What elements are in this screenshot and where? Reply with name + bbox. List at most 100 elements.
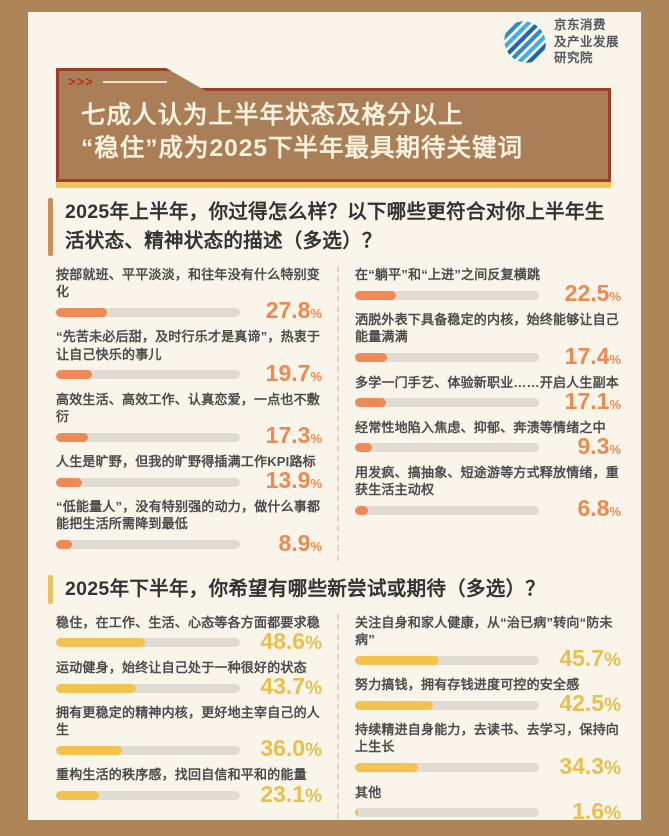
survey-option: 持续精进自身能力，去读书、去学习，保持向上生长 34.3% xyxy=(355,721,621,779)
percent-number: 8.9 xyxy=(278,529,311,556)
survey-option-label: 其他 xyxy=(355,784,382,800)
bar-fill xyxy=(355,443,373,453)
bar-row: 1.6% xyxy=(355,799,621,820)
percent-number: 17.4 xyxy=(564,342,610,369)
percent-sign: % xyxy=(305,632,322,654)
bar-row: 19.7% xyxy=(56,361,322,385)
survey-option: 人生是旷野，但我的旷野得插满工作KPI路标 13.9% xyxy=(56,453,322,492)
percent-sign: % xyxy=(310,306,322,322)
logo-row: 京东消费 及产业发展 研究院 xyxy=(48,18,621,66)
bar-fill xyxy=(355,763,419,773)
bar-row: 36.0% xyxy=(56,737,322,761)
bar-row: 34.3% xyxy=(355,754,621,779)
survey-option-label: 持续精进自身能力，去读书、去学习，保持向上生长 xyxy=(355,722,620,755)
headline-banner-tab: >>> xyxy=(56,68,206,91)
survey-option: 拥有更稳定的精神内核，更好地主宰自己的人生 36.0% xyxy=(56,704,322,761)
bar-track xyxy=(355,398,539,408)
question-accent-bar xyxy=(48,197,53,257)
question-header: 2025年上半年，你过得怎么样？以下哪些更符合对你上半年生活状态、精神状态的描述… xyxy=(48,197,621,257)
bar-column-left: 稳住，在工作、生活、心态等各方面都要求稳 48.6% 运动健身，始终让自己处于一种很… xyxy=(56,614,322,820)
bar-row: 22.5% xyxy=(355,282,621,305)
percent-number: 1.6 xyxy=(572,797,605,820)
survey-section-h2-2025: 2025年下半年，你希望有哪些新尝试或期待（多选）？ 稳住，在工作、生活、心态等… xyxy=(48,574,621,820)
survey-option-label: 用发疯、搞抽象、短途游等方式释放情绪，重获生活主动权 xyxy=(355,464,620,498)
percent-value: 1.6% xyxy=(545,799,621,820)
bar-track xyxy=(355,700,539,710)
percent-value: 17.1% xyxy=(545,389,621,413)
bar-track xyxy=(56,791,240,801)
jd-stripes-logo-icon xyxy=(503,19,546,65)
bar-fill xyxy=(355,398,387,408)
percent-value: 19.7% xyxy=(246,361,322,385)
logo-text-line: 及产业发展 xyxy=(553,34,619,49)
bar-row: 9.3% xyxy=(355,434,621,458)
bar-track xyxy=(56,540,240,550)
percent-number: 34.3 xyxy=(559,752,605,779)
bar-fill xyxy=(56,683,137,693)
jd-research-logo: 京东消费 及产业发展 研究院 xyxy=(503,17,619,67)
percent-number: 43.7 xyxy=(260,673,306,700)
percent-sign: % xyxy=(305,678,322,700)
logo-text-line: 研究院 xyxy=(553,51,593,66)
survey-option: 努力搞钱，拥有存钱进度可控的安全感 42.5% xyxy=(355,676,621,715)
percent-number: 23.1 xyxy=(260,780,306,807)
survey-option-label: 多学一门手艺、体验新职业……开启人生副本 xyxy=(355,374,620,390)
bar-row: 27.8% xyxy=(56,299,322,322)
chevrons-icon: >>> xyxy=(68,73,94,89)
percent-sign: % xyxy=(310,538,322,554)
percent-value: 36.0% xyxy=(246,737,322,761)
survey-option-label: 重构生活的秩序感，找回自信和平和的能量 xyxy=(56,767,307,783)
bar-track xyxy=(355,505,539,515)
survey-option: 稳住，在工作、生活、心态等各方面都要求稳 48.6% xyxy=(56,614,322,654)
bar-fill xyxy=(56,638,146,648)
logo-text: 京东消费 及产业发展 研究院 xyxy=(554,17,619,67)
percent-number: 17.1 xyxy=(564,387,610,414)
survey-option-label: 按部就班、平平淡淡，和往年没有什么特别变化 xyxy=(56,267,321,300)
bar-track xyxy=(355,655,539,665)
percent-number: 9.3 xyxy=(577,432,610,459)
percent-sign: % xyxy=(310,431,322,447)
percent-sign: % xyxy=(609,396,621,412)
percent-number: 48.6 xyxy=(260,627,306,654)
percent-sign: % xyxy=(604,650,621,672)
bar-column-right: 在“躺平”和“上进”之间反复横跳 22.5% 洒脱外表下具备稳定的内核，始终能够让自… xyxy=(337,266,621,561)
bar-row: 45.7% xyxy=(355,647,621,672)
bar-columns: 稳住，在工作、生活、心态等各方面都要求稳 48.6% 运动健身，始终让自己处于一种很… xyxy=(56,613,621,820)
survey-option: 经常性地陷入焦虑、抑郁、奔溃等情绪之中 9.3% xyxy=(355,419,621,458)
percent-value: 8.9% xyxy=(246,531,322,555)
survey-option: “先苦未必后甜，及时行乐才是真谛”，热衷于让自己快乐的事儿 19.7% xyxy=(56,328,322,385)
survey-option: 其他 1.6% xyxy=(355,784,621,820)
percent-sign: % xyxy=(609,289,621,305)
question-text: 2025年下半年，你希望有哪些新尝试或期待（多选）？ xyxy=(65,577,546,600)
survey-option-label: “先苦未必后甜，及时行乐才是真谛”，热衷于让自己快乐的事儿 xyxy=(56,329,321,362)
bar-fill xyxy=(355,353,388,363)
survey-option-label: 高效生活、高效工作、认真恋爱，一点也不敷衍 xyxy=(56,391,321,424)
bar-fill xyxy=(355,700,434,710)
bar-columns: 按部就班、平平淡淡，和往年没有什么特别变化 27.8% “先苦未必后甜，及时行乐才是… xyxy=(56,266,621,561)
percent-value: 27.8% xyxy=(246,299,322,322)
headline-line-2: “稳住”成为2025下半年最具期待关键词 xyxy=(81,134,524,162)
percent-sign: % xyxy=(604,757,621,779)
percent-value: 9.3% xyxy=(545,434,621,458)
bar-row: 43.7% xyxy=(56,675,322,700)
bar-row: 17.3% xyxy=(56,424,322,447)
question-accent-bar xyxy=(48,574,53,604)
percent-sign: % xyxy=(310,368,322,384)
percent-number: 27.8 xyxy=(265,297,311,324)
percent-number: 45.7 xyxy=(559,645,605,672)
percent-value: 17.3% xyxy=(246,424,322,447)
percent-number: 6.8 xyxy=(577,495,610,522)
logo-text-line: 京东消费 xyxy=(553,18,606,33)
survey-option-label: 在“躺平”和“上进”之间反复横跳 xyxy=(355,267,541,283)
survey-option-label: 拥有更稳定的精神内核，更好地主宰自己的人生 xyxy=(56,705,321,738)
bar-fill xyxy=(56,370,93,380)
bar-fill xyxy=(355,808,358,818)
headline-line-1: 七成人认为上半年状态及格分以上 xyxy=(81,102,464,129)
survey-option: 洒脱外表下具备稳定的内核，始终能够让自己能量满满 17.4% xyxy=(355,311,621,367)
bar-fill xyxy=(56,307,108,317)
percent-sign: % xyxy=(305,785,322,807)
bar-fill xyxy=(355,655,440,665)
bar-row: 23.1% xyxy=(56,782,322,807)
survey-option: 高效生活、高效工作、认真恋爱，一点也不敷衍 17.3% xyxy=(56,391,322,447)
bar-fill xyxy=(56,432,88,442)
